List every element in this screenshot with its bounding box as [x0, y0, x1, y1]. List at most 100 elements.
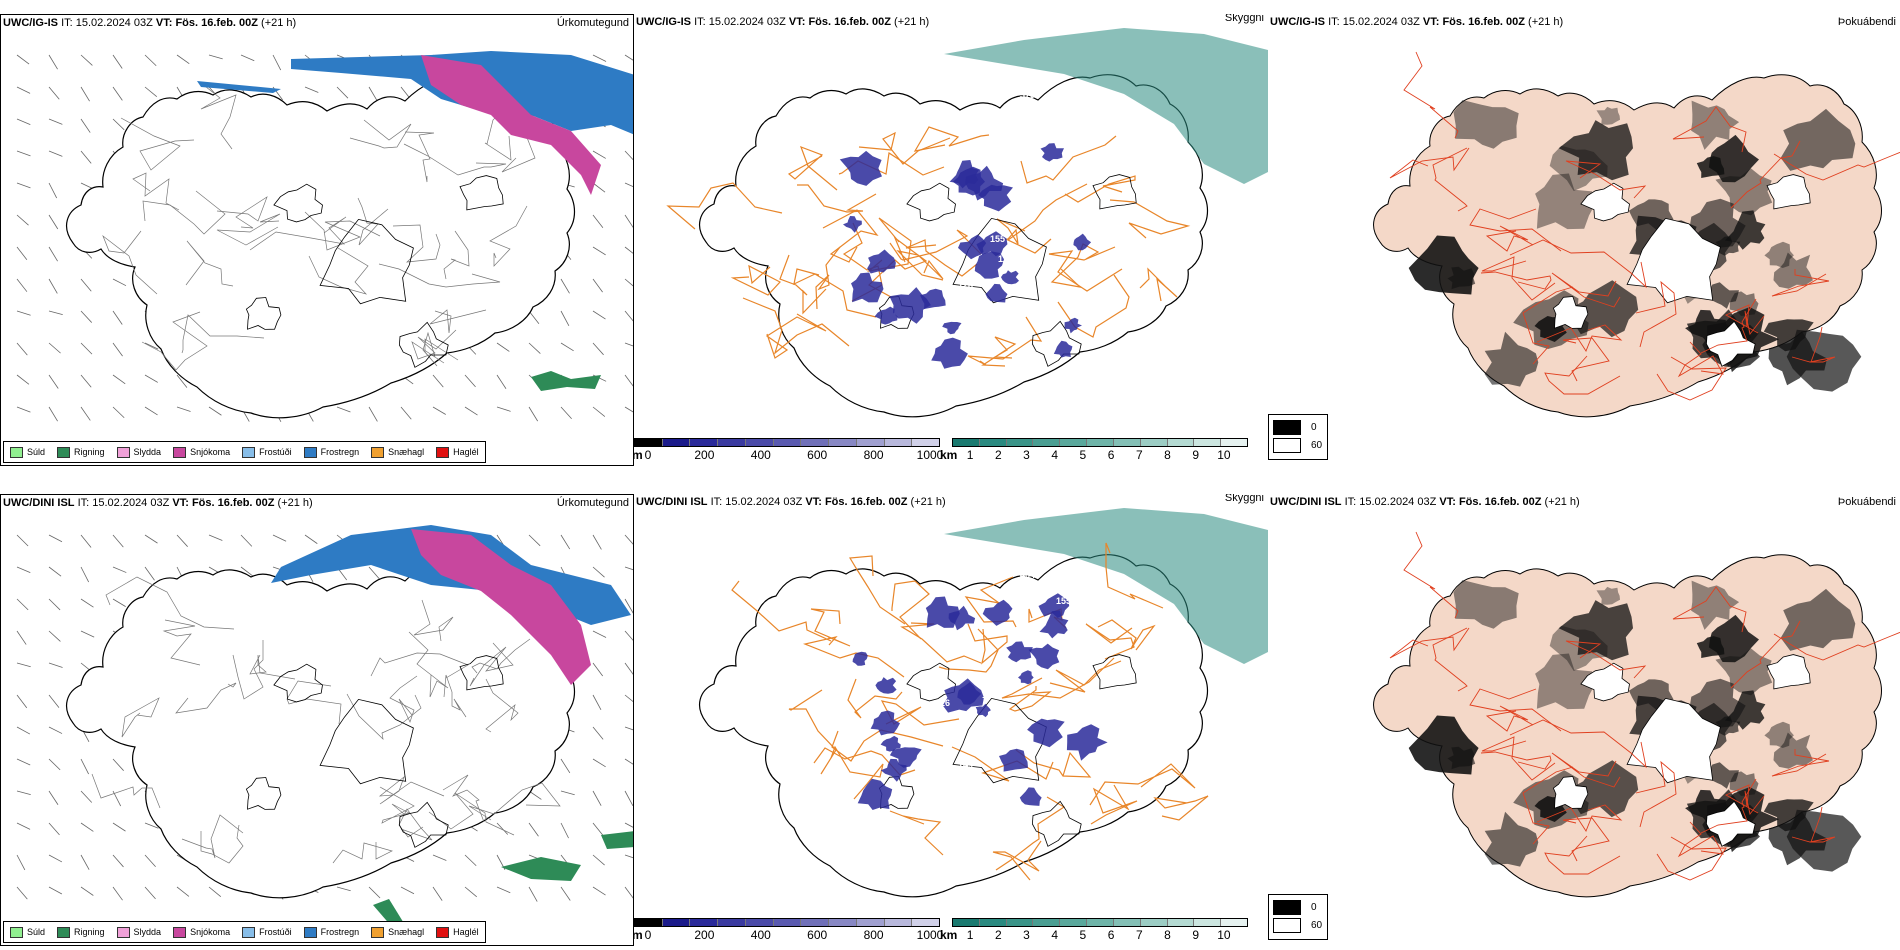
panel-header: UWC/IG-IS IT: 15.02.2024 03Z VT: Fös. 16…: [636, 16, 930, 28]
colorbar-bin: [884, 919, 913, 926]
low-ceiling-area: [931, 337, 968, 369]
wind-barb: [528, 886, 538, 902]
wind-barb: [592, 726, 604, 740]
fog-legend-swatch: [1273, 917, 1301, 933]
road-line: [838, 151, 945, 176]
colorbar-bin: [745, 439, 774, 446]
fog-legend-label: 0: [1311, 901, 1317, 913]
road-line: [1791, 806, 1836, 843]
fog-area: [1596, 106, 1620, 125]
wind-barb: [624, 886, 633, 899]
wind-barb: [48, 214, 59, 230]
legend-swatch: [436, 446, 450, 458]
road-line: [1551, 752, 1621, 788]
road-line: [810, 608, 851, 647]
colorbar-tick: 7: [1135, 928, 1143, 942]
glacier-outline: [1766, 174, 1811, 210]
road-line: [913, 126, 990, 152]
colorbar-bin: [856, 439, 885, 446]
freezing-rain-area: [197, 81, 281, 93]
low-ceiling-area: [920, 288, 946, 309]
wind-barb: [16, 406, 31, 413]
fog-area: [1558, 120, 1633, 181]
wind-barb: [16, 86, 31, 94]
glacier-outline: [1552, 296, 1589, 329]
road-line: [442, 774, 485, 823]
wind-barb: [48, 374, 59, 389]
road-line: [378, 263, 501, 288]
wind-barb: [496, 822, 509, 835]
wind-barb: [592, 150, 606, 159]
low-ceiling-area: [1019, 787, 1042, 806]
precip-legend: Súld Rigning Slydda Snjókoma Frostúði Frostre…: [3, 921, 486, 943]
road-line: [286, 680, 342, 725]
road-line: [1791, 326, 1836, 363]
wind-barb: [592, 406, 606, 417]
wind-barb: [560, 534, 571, 550]
wind-barb: [208, 886, 222, 897]
road-line: [1403, 51, 1459, 139]
colorbar-bin: [1006, 919, 1034, 926]
wind-barb: [80, 86, 90, 102]
wind-barb: [16, 694, 28, 709]
low-ceiling-area: [1028, 643, 1060, 670]
road-line: [404, 131, 435, 183]
fog-area: [1691, 100, 1740, 150]
road-line: [1064, 175, 1136, 203]
wind-barb: [80, 278, 92, 292]
low-ceiling-area: [975, 703, 991, 718]
ceiling-label: 96: [940, 218, 950, 228]
colorbar-bin: [1221, 919, 1247, 926]
ceiling-label: 149: [958, 760, 973, 770]
wind-barb: [624, 534, 633, 545]
low-ceiling-area: [1038, 593, 1070, 618]
wind-barb: [336, 86, 349, 99]
wind-barb: [560, 406, 572, 419]
wind-barb: [16, 342, 28, 356]
road-line: [847, 678, 903, 719]
rain-area: [531, 371, 601, 391]
ceiling-label: 97: [944, 786, 954, 796]
road-line: [891, 580, 930, 640]
rain-area: [601, 831, 633, 849]
road-line: [1677, 341, 1724, 378]
wind-barb: [16, 374, 30, 385]
glacier-outline: [1580, 182, 1630, 222]
road-line: [249, 216, 347, 251]
road-line: [489, 205, 528, 267]
glacier-outline: [1705, 800, 1756, 847]
wind-barb: [176, 534, 188, 547]
road-line: [1481, 256, 1556, 301]
colorbar-tick: 0: [644, 928, 652, 942]
low-ceiling-area: [867, 249, 896, 274]
road-line: [1536, 324, 1623, 352]
precip-type-panel-row1: UWC/IG-IS IT: 15.02.2024 03Z VT: Fös. 16…: [0, 14, 634, 466]
colorbar-bin: [1033, 439, 1061, 446]
wind-barb: [624, 54, 633, 61]
road-line: [1389, 147, 1470, 179]
road-line: [1485, 705, 1534, 732]
low-visibility-area: [944, 28, 1268, 184]
road-line: [468, 782, 561, 821]
low-ceiling-area: [1064, 317, 1082, 334]
road-line: [793, 268, 877, 318]
wind-barb: [592, 54, 607, 62]
fog-area: [1558, 600, 1633, 661]
low-ceiling-area: [852, 651, 868, 666]
road-line: [120, 117, 195, 171]
colorbar-bin: [1194, 439, 1222, 446]
wind-barb: [336, 886, 351, 892]
glacier-outline: [398, 321, 449, 368]
fog-area: [1708, 614, 1759, 663]
wind-barb: [624, 214, 633, 228]
low-ceiling-area: [1073, 233, 1092, 251]
road-line: [200, 824, 244, 864]
panel-header: UWC/IG-IS IT: 15.02.2024 03Z VT: Fös. 16…: [3, 17, 297, 29]
fog-area: [1484, 331, 1539, 387]
ceiling-label: 26: [934, 706, 944, 716]
glacier-outline: [1552, 776, 1589, 809]
road-line: [731, 580, 832, 642]
road-line: [304, 211, 381, 251]
colorbar-tick: 800: [863, 928, 884, 942]
fog-area: [1453, 100, 1519, 149]
